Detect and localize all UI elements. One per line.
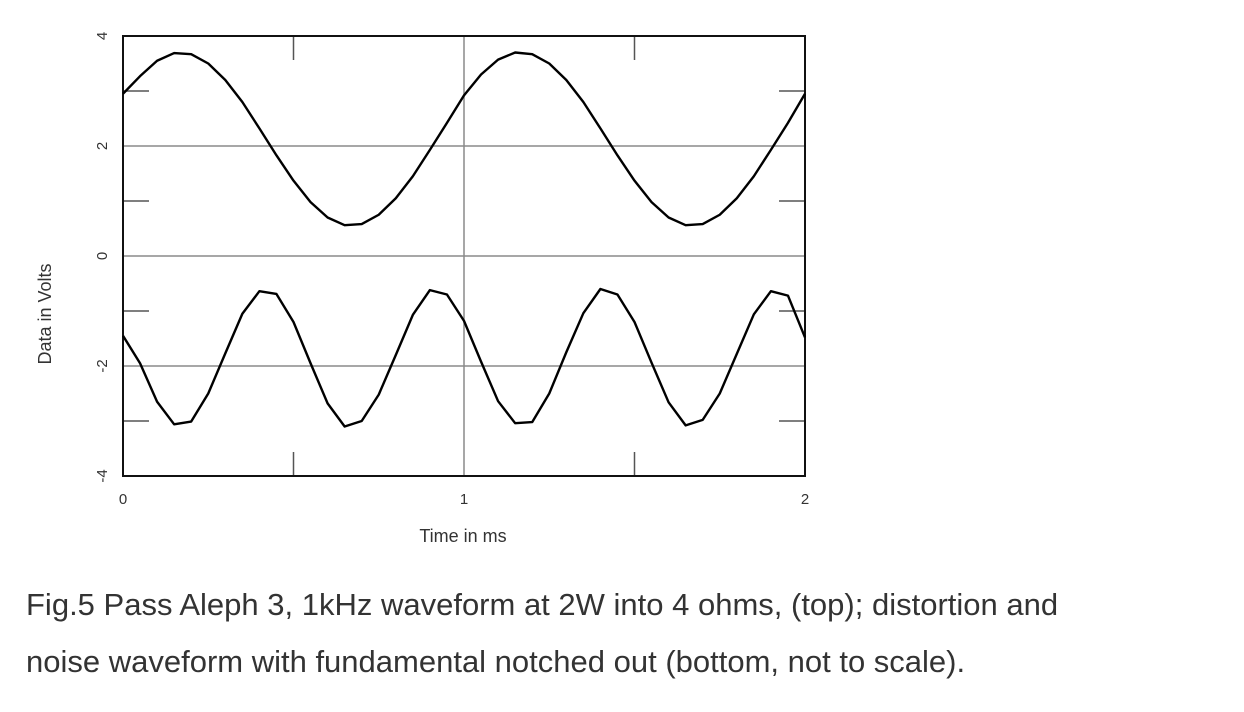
waveform-line bbox=[122, 51, 807, 227]
plot-frame bbox=[122, 35, 806, 477]
y-tick-label: -2 bbox=[94, 359, 111, 372]
waveform-line bbox=[121, 287, 807, 428]
x-tick-label: 1 bbox=[460, 491, 468, 508]
caption-line: Fig.5 Pass Aleph 3, 1kHz waveform at 2W … bbox=[26, 587, 1058, 622]
caption-line: noise waveform with fundamental notched … bbox=[26, 644, 965, 679]
x-tick-label: 0 bbox=[119, 491, 127, 508]
y-tick-label: 4 bbox=[94, 32, 111, 40]
y-tick-label: -4 bbox=[94, 469, 111, 482]
y-tick-label: 0 bbox=[94, 252, 111, 260]
y-axis-label: Data in Volts bbox=[35, 263, 55, 364]
x-axis-label: Time in ms bbox=[419, 526, 506, 546]
y-tick-label: 2 bbox=[94, 142, 111, 150]
x-tick-label: 2 bbox=[801, 491, 809, 508]
